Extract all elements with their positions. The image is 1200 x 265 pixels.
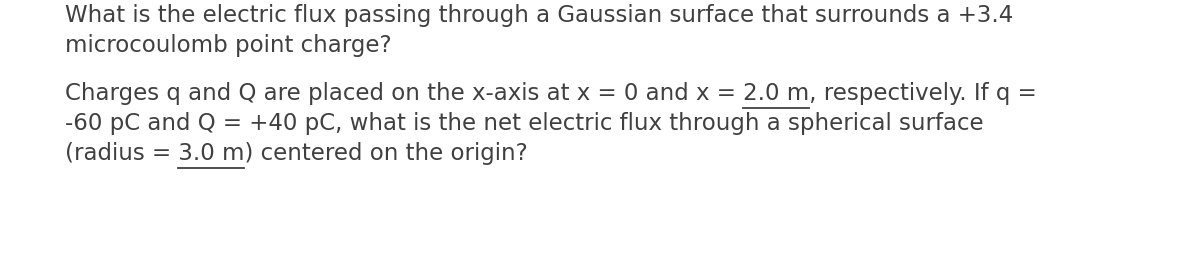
- Text: -60 pC and Q = +40 pC, what is the net electric flux through a spherical surface: -60 pC and Q = +40 pC, what is the net e…: [65, 112, 984, 135]
- Text: (radius = 3.0 m) centered on the origin?: (radius = 3.0 m) centered on the origin?: [65, 142, 528, 165]
- Text: What is the electric flux passing through a Gaussian surface that surrounds a +3: What is the electric flux passing throug…: [65, 4, 1013, 27]
- Text: microcoulomb point charge?: microcoulomb point charge?: [65, 34, 391, 57]
- Text: Charges q and Q are placed on the x-axis at x = 0 and x = 2.0 m, respectively. I: Charges q and Q are placed on the x-axis…: [65, 82, 1037, 105]
